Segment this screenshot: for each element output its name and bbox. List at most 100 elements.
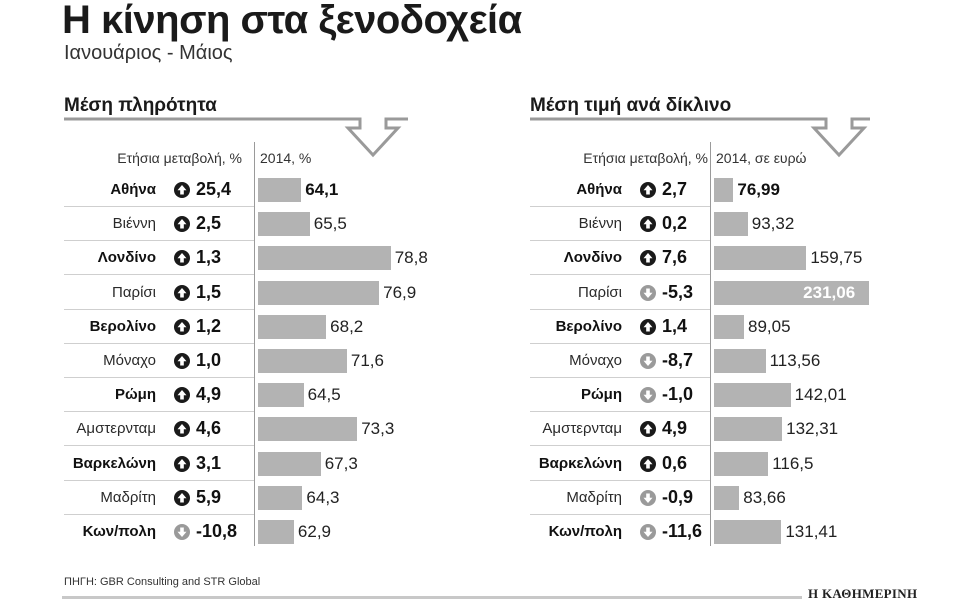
table-row: Κων/πολη -11,6 131,41 [530,515,870,549]
row-separator [530,445,710,447]
change-column-header: Ετήσια μεταβολή, % [117,150,242,166]
table-row: Μαδρίτη -0,9 83,66 [530,481,870,515]
value-label: 65,5 [313,214,347,234]
change-value: 1,3 [196,247,222,268]
change-value: 1,5 [196,281,222,302]
value-label: 64,3 [306,487,340,507]
arrow-up-circle-icon [640,250,656,267]
change-value: 1,2 [196,315,222,336]
value-label: 132,31 [786,419,839,439]
value-bar [258,383,304,408]
change-value: 7,6 [662,247,688,268]
value-bar [258,246,391,271]
arrow-up-circle-icon [174,421,190,438]
change-value: 25,4 [196,179,232,199]
value-bar [258,349,347,373]
city-label: Λονδίνο [97,249,156,267]
city-label: Αμστερνταμ [76,420,156,438]
row-separator [64,445,254,447]
city-label: Ρώμη [114,386,156,404]
value-label: 62,9 [297,522,331,541]
row-separator [64,411,254,413]
value-bar [714,520,782,544]
value-bar [714,383,791,408]
arrow-down-circle-icon [640,353,656,369]
value-label: 71,6 [350,351,384,370]
change-value: 1,0 [196,350,222,370]
row-separator [64,377,254,378]
value-label: 159,75 [810,248,863,268]
row-separator [530,206,710,207]
table-row: Βαρκελώνη 0,6 116,5 [530,447,870,481]
arrow-up-circle-icon [174,489,190,506]
arrow-up-circle-icon [174,284,190,301]
change-value: 4,9 [662,418,688,439]
footer-rule [62,596,802,599]
city-label: Κων/πολη [548,523,622,540]
value-bar [714,212,748,237]
value-bar [714,485,740,510]
value-label: 89,05 [748,316,791,336]
table-row: Ρώμη -1,0 142,01 [530,378,870,413]
city-label: Παρίσι [112,283,156,301]
change-value: -0,9 [662,486,694,507]
column-divider [710,142,711,546]
change-value: 5,9 [196,486,222,507]
value-label: 68,2 [330,316,364,336]
value-bar [258,178,302,202]
row-separator [530,513,710,515]
value-label: 76,99 [737,180,780,199]
value-bar [258,314,327,339]
value-bar [714,314,744,339]
occupancy-panel: Μέση πληρότητα Ετήσια μεταβολή, % 2014, … [64,95,428,550]
arrow-up-circle-icon [640,455,656,472]
value-bar [714,280,870,305]
change-value: 0,2 [662,213,688,234]
arrow-up-circle-icon [640,421,656,438]
table-row: Μαδρίτη 5,9 64,3 [64,481,404,515]
arrow-up-circle-icon [640,216,656,233]
table-row: Βερολίνο 1,2 68,2 [64,310,404,344]
table-row: Αθήνα 25,4 64,1 [64,173,404,207]
change-value: 4,6 [196,418,222,439]
city-label: Αθήνα [110,181,156,198]
change-value: 2,5 [196,213,222,234]
arrow-up-circle-icon [174,387,190,404]
arrow-down-circle-icon [174,524,190,540]
city-label: Λονδίνο [563,249,622,267]
value-bar [258,520,294,544]
row-separator [64,479,254,481]
row-separator [530,411,710,413]
table-row: Αμστερνταμ 4,9 132,31 [530,412,870,447]
value-bar [714,417,783,442]
arrow-down-circle-icon [640,524,656,540]
source-note: ΠΗΓΗ: GBR Consulting and STR Global [64,576,261,588]
row-separator [530,308,710,310]
arrow-up-circle-icon [174,250,190,267]
value-column-header: 2014, σε ευρώ [716,150,807,166]
value-label: 131,41 [785,522,838,541]
city-label: Βαρκελώνη [538,454,622,472]
value-bar [258,417,358,442]
value-label: 231,06 [803,282,856,302]
chart-subtitle: Ιανουάριος - Μάιος [64,42,233,64]
value-label: 83,66 [743,487,786,507]
row-separator [64,342,254,344]
value-label: 67,3 [324,453,358,473]
row-separator [530,377,710,378]
value-label: 78,8 [394,248,428,268]
table-row: Παρίσι -5,3 231,06 [530,276,870,310]
city-label: Μαδρίτη [566,488,622,506]
city-label: Βερολίνο [89,317,156,335]
value-label: 116,5 [772,453,814,473]
arrow-up-circle-icon [174,353,190,369]
value-bar [258,212,310,237]
change-value: 1,4 [662,315,688,336]
value-bar [258,280,380,305]
row-separator [530,240,710,242]
value-column-header: 2014, % [260,150,312,166]
chart-title: Η κίνηση στα ξενοδοχεία [62,0,522,42]
down-arrow-icon [530,117,870,158]
value-label: 76,9 [383,282,417,302]
value-bar [714,349,766,373]
